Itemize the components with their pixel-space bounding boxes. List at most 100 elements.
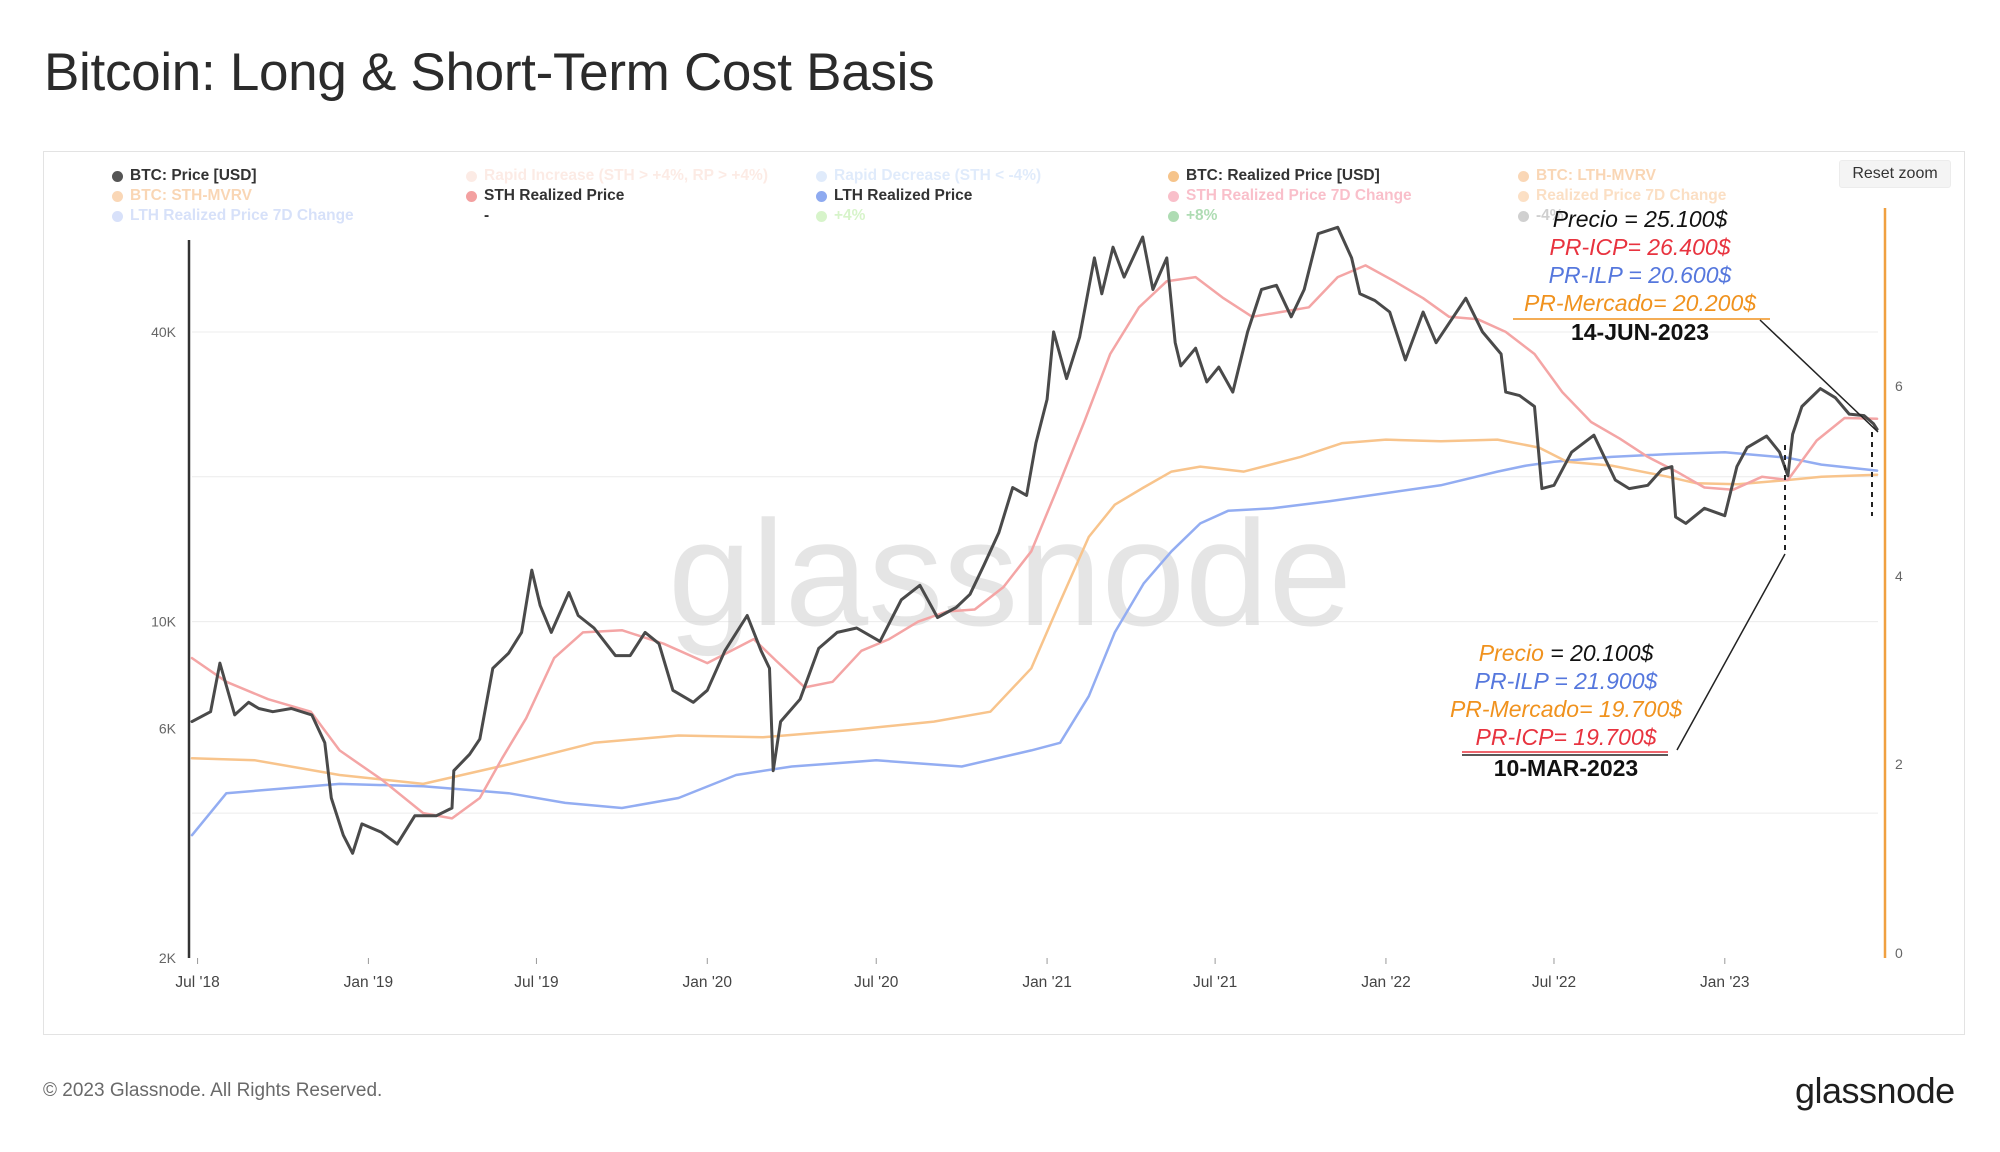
legend-label: Realized Price 7D Change (1536, 187, 1727, 204)
data-point (381, 832, 383, 834)
data-point (258, 708, 260, 710)
data-point (1351, 257, 1353, 259)
data-point (1876, 474, 1878, 476)
legend-item[interactable]: +4% (816, 207, 865, 225)
legend-item[interactable]: STH Realized Price (466, 187, 624, 205)
data-point (1541, 488, 1543, 490)
data-point (1405, 359, 1407, 361)
legend-item[interactable]: BTC: Price [USD] (112, 167, 257, 185)
data-point (1342, 442, 1344, 444)
legend-label: +8% (1186, 207, 1218, 224)
data-point (1031, 750, 1033, 752)
data-point (799, 698, 801, 700)
y2-tick-label: 2 (1895, 756, 1903, 772)
data-point (1534, 353, 1536, 355)
data-point (414, 815, 416, 817)
data-point (1497, 439, 1499, 441)
legend-label: STH Realized Price 7D Change (1186, 187, 1412, 204)
data-point (1317, 233, 1319, 235)
data-point (1766, 435, 1768, 437)
data-point (343, 834, 345, 836)
data-point (1079, 336, 1081, 338)
data-point (1704, 508, 1706, 510)
legend-item[interactable]: BTC: Realized Price [USD] (1168, 167, 1380, 185)
data-point (1195, 347, 1197, 349)
data-point (191, 834, 193, 836)
data-point (1746, 447, 1748, 449)
data-point (1180, 365, 1182, 367)
data-point (1876, 418, 1878, 420)
legend-dot-icon (1518, 190, 1529, 202)
data-point (969, 594, 971, 596)
data-point (1227, 510, 1229, 512)
data-point (1059, 601, 1061, 603)
data-point (678, 797, 680, 799)
data-point (693, 702, 695, 704)
legend-label: LTH Realized Price 7D Change (130, 207, 354, 224)
data-point (492, 668, 494, 670)
data-point (553, 657, 555, 659)
legend-item[interactable]: STH Realized Price 7D Change (1168, 187, 1412, 205)
y-tick-label: 6K (159, 720, 177, 736)
data-point (663, 643, 665, 645)
jun-icp: PR-ICP= 26.400$ (1550, 234, 1732, 260)
data-point (1448, 316, 1450, 318)
legend-dot-icon (1168, 190, 1179, 202)
data-point (539, 605, 541, 607)
data-point (1553, 485, 1555, 487)
data-point (1218, 366, 1220, 368)
legend-dot-icon (1518, 170, 1529, 182)
data-point (724, 650, 726, 652)
data-point (1166, 257, 1168, 259)
data-point (1112, 246, 1114, 248)
legend-label: BTC: Realized Price [USD] (1186, 167, 1380, 184)
legend-item[interactable]: - (466, 207, 489, 225)
data-point (1482, 331, 1484, 333)
data-point (1200, 466, 1202, 468)
legend-item[interactable]: Rapid Decrease (STH < -4%) (816, 167, 1041, 185)
data-point (998, 532, 1000, 534)
legend-item[interactable]: LTH Realized Price (816, 187, 972, 205)
data-point (990, 711, 992, 713)
data-point (1337, 227, 1339, 229)
data-point (1422, 297, 1424, 299)
data-point (1114, 504, 1116, 506)
data-point (983, 564, 985, 566)
legend-item[interactable]: Rapid Increase (STH > +4%, RP > +4%) (466, 167, 768, 185)
legend-item[interactable]: BTC: LTH-MVRV (1518, 167, 1656, 185)
annotation-layer: Precio = 25.100$ PR-ICP= 26.400$ PR-ILP … (1450, 206, 1879, 781)
data-point (331, 797, 333, 799)
data-point (621, 807, 623, 809)
data-point (582, 632, 584, 634)
data-point (525, 717, 527, 719)
data-point (1114, 632, 1116, 634)
data-point (1329, 500, 1331, 502)
legend-item[interactable]: BTC: STH-MVRV (112, 187, 252, 205)
legend-label: Rapid Increase (STH > +4%, RP > +4%) (484, 167, 769, 184)
data-point (1066, 378, 1068, 380)
x-tick-label: Jul '20 (854, 974, 899, 991)
reset-zoom-button[interactable]: Reset zoom (1839, 160, 1951, 188)
data-point (451, 818, 453, 820)
data-point (707, 662, 709, 664)
legend-item[interactable]: LTH Realized Price 7D Change (112, 207, 354, 225)
data-point (955, 607, 957, 609)
data-point (1671, 466, 1673, 468)
data-point (901, 599, 903, 601)
data-point (762, 737, 764, 739)
data-point (1667, 453, 1669, 455)
data-point (191, 657, 193, 659)
data-point (1026, 495, 1028, 497)
data-point (1280, 311, 1282, 313)
data-point (961, 766, 963, 768)
legend-dot-icon (112, 210, 123, 222)
data-point (678, 735, 680, 737)
legend-item[interactable]: +8% (1168, 207, 1217, 225)
mar-precio: Precio = 20.100$ (1479, 640, 1655, 666)
legend-item[interactable]: Realized Price 7D Change (1518, 187, 1726, 205)
data-point (1171, 471, 1173, 473)
data-point (1440, 441, 1442, 443)
legend-label: LTH Realized Price (834, 187, 973, 204)
legend-item[interactable]: -4% (1518, 207, 1564, 225)
y2-tick-label: 4 (1895, 568, 1903, 584)
